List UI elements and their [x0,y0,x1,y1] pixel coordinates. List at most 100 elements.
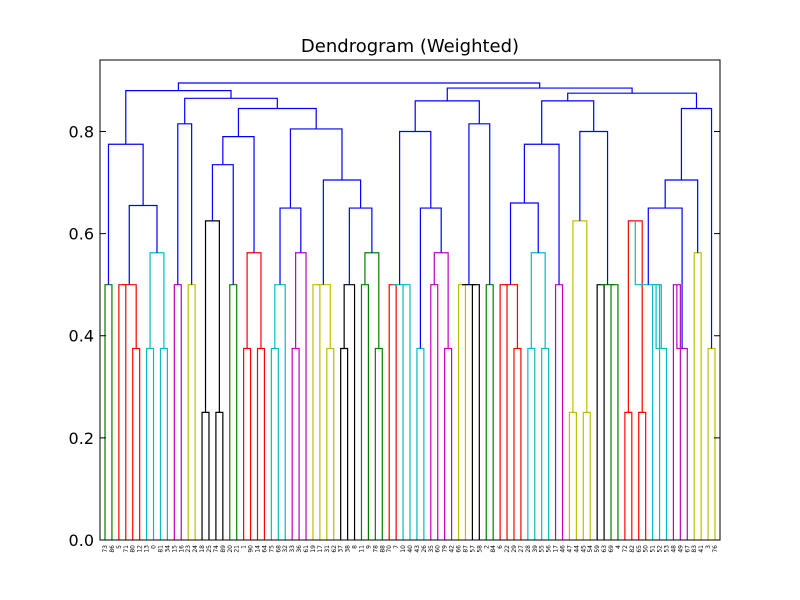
leaf-label: 6 [497,545,504,549]
leaf-label: 33 [289,545,296,553]
leaf-label: 78 [372,545,379,553]
leaf-label: 86 [109,545,116,553]
y-tick-label: 0.2 [69,429,94,448]
dendrogram-link [402,284,411,540]
dendrogram-link [187,284,196,540]
dendrogram-link [554,284,564,540]
dendrogram-link [503,284,519,349]
leaf-label: 47 [566,545,573,553]
leaf-label: 55 [539,545,546,553]
dendrogram-link [624,411,633,540]
y-tick-label: 0.4 [69,327,94,346]
dendrogram-link [634,220,662,349]
leaf-label: 64 [261,545,268,553]
dendrogram-link [173,284,182,540]
dendrogram-link [676,284,688,540]
leaf-label: 34 [164,545,171,553]
dendrogram-link [104,284,113,540]
dendrogram-link [118,284,127,540]
dendrogram-link [446,87,633,101]
leaf-label: 75 [268,545,275,553]
leaf-label: 90 [248,545,255,553]
leaf-label: 56 [546,545,553,553]
dendrogram-link [572,220,588,413]
leaf-label: 4 [615,545,622,549]
leaf-label: 46 [560,545,567,553]
dendrogram-link [326,347,335,540]
leaf-label: 63 [601,545,608,553]
dendrogram-link [430,284,439,540]
leaf-label: 59 [594,545,601,553]
leaf-label: 31 [324,545,331,553]
leaf-label: 7 [393,545,400,549]
dendrogram-link [177,82,541,91]
leaf-label: 60 [435,545,442,553]
y-tick-label: 0.8 [69,122,94,141]
leaf-label: 72 [622,545,629,553]
dendrogram-links [104,82,716,540]
leaf-label: 80 [130,545,137,553]
dendrogram-link [655,284,668,540]
dendrogram-link [374,347,383,540]
y-tick-label: 0.0 [69,531,94,550]
dendrogram-link [279,207,302,285]
leaf-label: 88 [379,545,386,553]
leaf-label: 29 [511,545,518,553]
dendrogram-link [530,252,546,349]
dendrogram-link [149,252,165,349]
leaf-label: 38 [345,545,352,553]
dendrogram-link [416,347,425,540]
dendrogram-link [295,252,307,540]
dendrogram-link [513,347,522,540]
leaf-label: 9 [365,545,372,549]
dendrogram-link [343,284,356,540]
dendrogram-link [579,130,609,285]
leaf-label: 49 [677,545,684,553]
dendrogram-link [128,204,158,285]
dendrogram-link [541,100,595,145]
dendrogram-link [414,100,480,132]
leaf-label: 52 [657,545,664,553]
dendrogram-link [664,179,699,253]
leaf-label: 74 [213,545,220,553]
chart-title: Dendrogram (Weighted) [301,36,519,57]
dendrogram-link [291,347,300,540]
leaf-label: 76 [712,545,719,553]
dendrogram-link [693,252,702,540]
leaf-label: 61 [303,545,310,553]
dendrogram-link [567,92,698,109]
dendrogram-link [211,164,234,285]
dendrogram-link [246,252,262,349]
leaf-label: 0 [151,545,158,549]
leaf-label: 58 [476,545,483,553]
leaf-label: 41 [698,545,705,553]
dendrogram-link [596,284,605,540]
dendrogram-link [229,284,238,540]
leaf-label: 48 [670,545,677,553]
plot-frame [99,59,721,541]
dendrogram-link [388,284,397,540]
dendrogram-link [107,143,144,285]
leaf-label: 32 [282,545,289,553]
leaf-label: 19 [310,545,317,553]
x-axis-leaf-labels: 73 86 5 71 80 12 13 0 81 34 15 16 23 24 18 25 74 89 20 21 1 9… [102,545,719,553]
leaf-label: 16 [178,545,185,553]
dendrogram-link [360,284,370,540]
leaf-label: 57 [469,545,476,553]
leaf-label: 5 [116,545,123,549]
dendrogram-link [177,123,193,285]
leaf-label: 13 [144,545,151,553]
leaf-label: 35 [428,545,435,553]
leaf-label: 28 [525,545,532,553]
leaf-label: 39 [532,545,539,553]
dendrogram-link [364,252,380,349]
dendrogram-link [274,284,286,540]
leaf-label: 44 [573,545,580,553]
leaf-label: 68 [275,545,282,553]
dendrogram-link [316,284,331,349]
leaf-label: 1 [241,545,248,549]
leaf-label: 62 [331,545,338,553]
dendrogram-link [201,411,210,540]
leaf-label: 18 [199,545,206,553]
